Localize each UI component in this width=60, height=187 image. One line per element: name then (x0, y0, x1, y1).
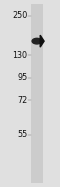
Text: 72: 72 (17, 96, 27, 105)
Bar (31, 4, 43, 183)
Text: 95: 95 (17, 73, 27, 82)
Text: 55: 55 (17, 130, 27, 139)
Text: 250: 250 (12, 11, 27, 20)
Polygon shape (40, 35, 44, 47)
Ellipse shape (32, 38, 42, 44)
Text: 130: 130 (12, 51, 27, 60)
